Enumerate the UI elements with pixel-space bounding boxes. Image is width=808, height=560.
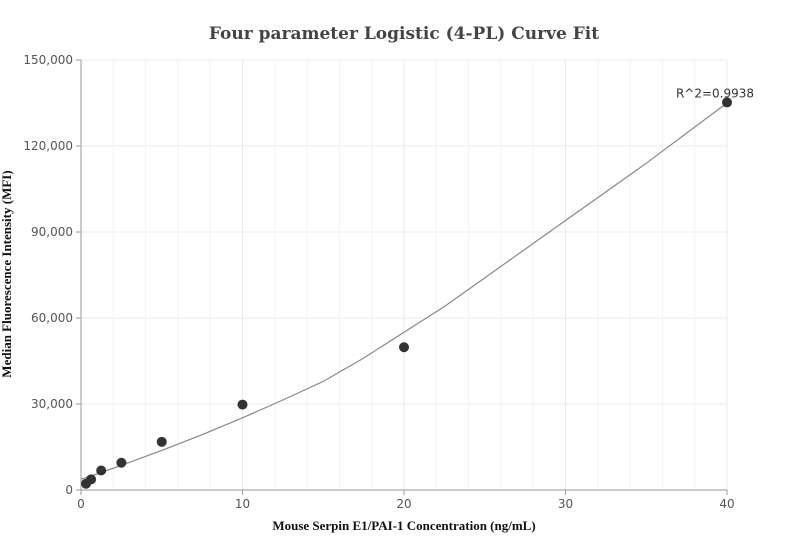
- y-axis-title: Median Fluorescence Intensity (MFI): [0, 170, 14, 377]
- x-axis-title: Mouse Serpin E1/PAI-1 Concentration (ng/…: [272, 518, 535, 533]
- data-point: [86, 474, 97, 485]
- x-tick-label: 0: [77, 497, 85, 511]
- axis-layer: 0 10 20 30 40 0 30,000 60,000 90,000 120,000 150,0…: [23, 53, 734, 511]
- chart-title: Four parameter Logistic (4-PL) Curve Fit: [209, 24, 599, 44]
- data-points-layer: [81, 97, 732, 489]
- data-point: [96, 465, 107, 476]
- x-tick-label: 30: [558, 497, 573, 511]
- y-tick-label: 30,000: [31, 397, 73, 411]
- x-tick-label: 10: [235, 497, 250, 511]
- y-tick-label: 120,000: [23, 139, 73, 153]
- data-point: [722, 97, 732, 108]
- x-tick-label: 40: [719, 497, 734, 511]
- data-point: [156, 436, 167, 447]
- grid-layer: [81, 59, 728, 490]
- data-point: [237, 399, 248, 410]
- y-tick-label: 90,000: [31, 225, 73, 239]
- data-point: [399, 342, 409, 353]
- y-tick-label: 150,000: [23, 53, 73, 67]
- y-tick-label: 0: [65, 483, 73, 497]
- r-squared-annotation: R^2=0.9938: [676, 86, 754, 100]
- y-tick-label: 60,000: [31, 311, 73, 325]
- x-tick-label: 20: [396, 497, 411, 511]
- data-point: [116, 457, 127, 468]
